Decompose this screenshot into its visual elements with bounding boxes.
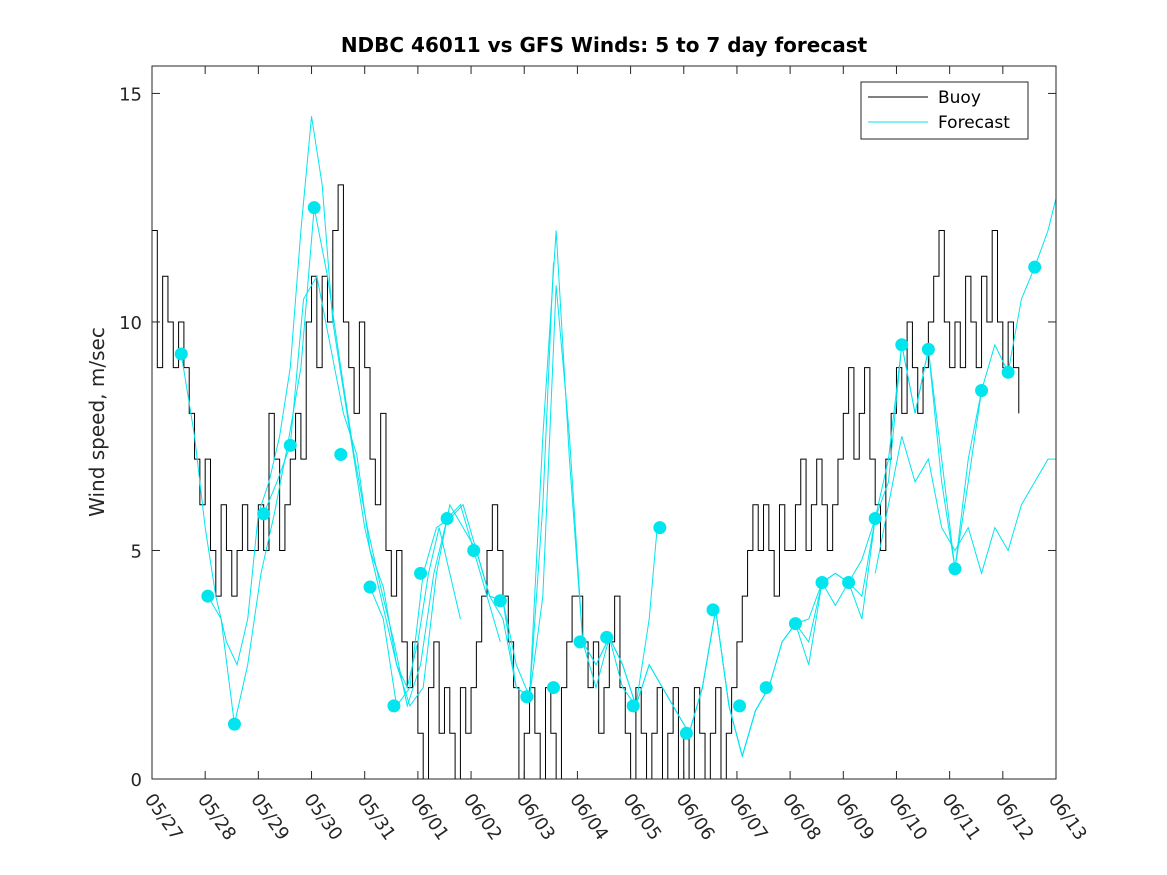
- legend-forecast-label: Forecast: [938, 113, 1010, 133]
- forecast-marker-point: [1001, 365, 1015, 379]
- forecast-marker-point: [706, 603, 720, 617]
- y-tick-label: 5: [131, 541, 142, 562]
- forecast-marker-point: [626, 699, 640, 713]
- forecast-marker-point: [600, 630, 614, 644]
- forecast-marker-point: [573, 635, 587, 649]
- forecast-marker-point: [679, 726, 693, 740]
- y-axis-label: Wind speed, m/sec: [85, 327, 109, 517]
- y-tick-label: 10: [119, 313, 142, 334]
- forecast-marker-point: [1028, 260, 1042, 274]
- legend-buoy-label: Buoy: [938, 88, 981, 108]
- legend-box: [860, 81, 1029, 140]
- forecast-marker-point: [842, 575, 856, 589]
- forecast-marker-point: [414, 566, 428, 580]
- forecast-marker-point: [653, 521, 667, 535]
- forecast-marker-point: [174, 347, 188, 361]
- forecast-marker-point: [520, 690, 534, 704]
- forecast-series-line-6: [688, 344, 983, 759]
- forecast-marker-point: [227, 717, 241, 731]
- forecast-marker-point: [201, 589, 215, 603]
- forecast-marker-point: [921, 342, 935, 356]
- forecast-marker-point: [493, 594, 507, 608]
- forecast-marker-point: [868, 511, 882, 525]
- forecast-marker-point: [895, 338, 909, 352]
- forecast-marker-point: [546, 681, 560, 695]
- forecast-marker-point: [759, 681, 773, 695]
- forecast-marker-point: [788, 617, 802, 631]
- forecast-series-line-0: [180, 116, 461, 690]
- y-tick-label: 15: [119, 84, 142, 105]
- series-layer: [152, 116, 1057, 780]
- legend: Buoy Forecast: [860, 81, 1029, 140]
- forecast-marker-point: [815, 575, 829, 589]
- forecast-marker-point: [283, 438, 297, 452]
- forecast-marker-point: [387, 699, 401, 713]
- forecast-marker-point: [975, 384, 989, 398]
- forecast-marker-point: [307, 201, 321, 215]
- forecast-series-line-8: [874, 436, 1056, 576]
- buoy-series-line: [152, 184, 1020, 780]
- forecast-marker-point: [257, 507, 271, 521]
- forecast-marker-point: [467, 543, 481, 557]
- chart-title: NDBC 46011 vs GFS Winds: 5 to 7 day fore…: [341, 33, 868, 57]
- forecast-marker-point: [334, 447, 348, 461]
- forecast-series-line-2: [263, 262, 554, 707]
- axes-box: [151, 65, 1057, 780]
- axes-background: [152, 66, 1056, 779]
- forecast-marker-point: [733, 699, 747, 713]
- forecast-marker-point: [363, 580, 377, 594]
- y-tick-label: 0: [131, 770, 142, 791]
- forecast-marker-point: [440, 511, 454, 525]
- forecast-marker-point: [948, 562, 962, 576]
